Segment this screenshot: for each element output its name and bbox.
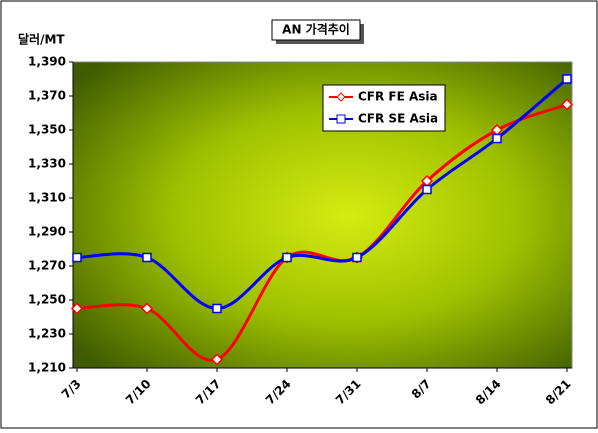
marker xyxy=(282,252,292,263)
legend-label: CFR FE Asia xyxy=(358,90,438,104)
line xyxy=(76,77,568,311)
legend-marker xyxy=(336,114,346,124)
y-tick-label: 1,230 xyxy=(28,327,66,341)
marker xyxy=(352,252,362,263)
y-axis-label: 달러/MT xyxy=(18,32,65,47)
chart-title: AN 가격추이 xyxy=(282,22,350,37)
y-tick-label: 1,330 xyxy=(28,157,66,171)
y-tick-label: 1,270 xyxy=(28,259,66,273)
marker xyxy=(70,302,84,315)
y-tick-label: 1,350 xyxy=(28,123,66,137)
marker xyxy=(212,303,222,314)
marker xyxy=(210,353,224,366)
line xyxy=(76,103,568,362)
y-tick-label: 1,310 xyxy=(28,191,66,205)
y-tick-label: 1,210 xyxy=(28,361,66,375)
marker xyxy=(560,98,574,111)
marker xyxy=(492,133,502,144)
legend-marker xyxy=(336,92,346,102)
y-tick-label: 1,390 xyxy=(28,55,66,69)
marker xyxy=(562,74,572,84)
y-tick-label: 1,250 xyxy=(28,293,66,307)
y-tick-label: 1,290 xyxy=(28,225,66,239)
marker xyxy=(142,252,152,263)
legend-box xyxy=(322,84,446,132)
marker xyxy=(422,184,432,195)
marker xyxy=(72,252,82,263)
legend: CFR FE Asia CFR SE Asia xyxy=(322,84,446,132)
y-tick-label: 1,370 xyxy=(28,89,66,103)
legend-label: CFR SE Asia xyxy=(358,112,438,126)
marker xyxy=(140,302,154,315)
title-box xyxy=(271,19,361,41)
